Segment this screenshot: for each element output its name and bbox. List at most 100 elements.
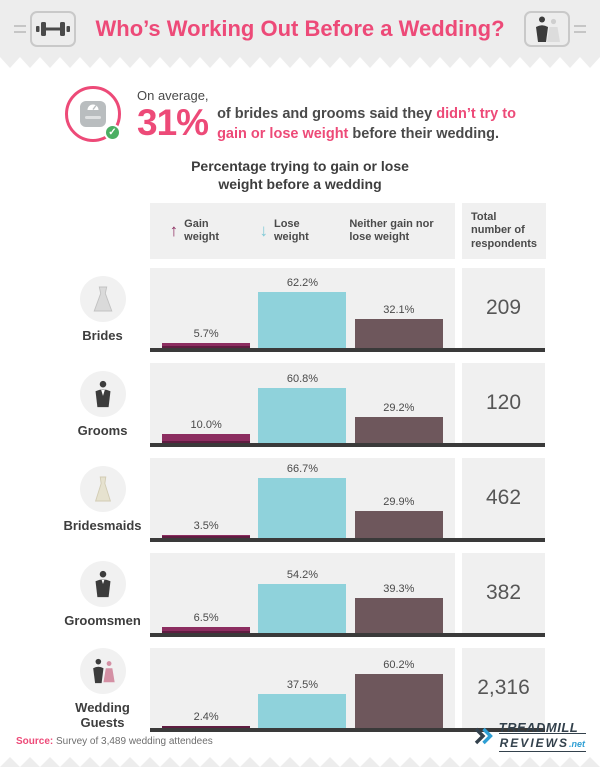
check-icon: ✓ [104, 124, 121, 141]
gain-bar [162, 725, 251, 728]
dumbbell-icon-box [30, 10, 76, 47]
lose-value-label: 60.8% [286, 372, 319, 385]
row-label: Grooms [77, 422, 128, 438]
axis-baseline [150, 347, 545, 352]
lose-bar [258, 291, 347, 348]
stat-seg2: before their wedding. [348, 125, 500, 142]
gain-bar [162, 433, 251, 443]
gain-bar-group: 2.4% [162, 711, 251, 728]
stat-value: 31% [137, 102, 209, 143]
axis-baseline [150, 442, 545, 447]
row-brides-bars: 5.7% 62.2% 32.1% 209 [150, 267, 545, 352]
gain-value-label: 5.7% [193, 327, 219, 340]
bride-dress-icon [93, 286, 112, 312]
chart-table: ↑ Gain weight ↓ Lose weight Neither gain… [55, 203, 546, 732]
zigzag-divider-bottom [0, 757, 600, 767]
neither-bar-group: 29.2% [354, 401, 443, 443]
lose-bar [258, 387, 347, 443]
gain-bar [162, 534, 251, 538]
row-bridesmaids-category: Bridesmaids [55, 458, 150, 542]
source-text: Survey of 3,489 wedding attendees [53, 736, 213, 747]
wedding-guests-icon-circle [79, 648, 126, 695]
chevrons-icon [474, 728, 493, 745]
neither-value-label: 60.2% [383, 658, 415, 671]
row-bridesmaids: Bridesmaids 3.5% 66.7% 29.9% 462 [55, 457, 545, 542]
gain-bar [162, 342, 251, 348]
gain-value-label: 3.5% [193, 519, 219, 532]
lose-value-label: 62.2% [286, 276, 319, 289]
groom-icon-circle [79, 370, 126, 417]
neither-value-label: 32.1% [383, 303, 415, 316]
row-groomsmen-category: Groomsmen [55, 553, 150, 637]
total-respondents: 2,316 [462, 647, 545, 732]
total-respondents: 120 [462, 362, 545, 447]
lose-bar [258, 477, 347, 538]
bride-groom-icon [536, 16, 560, 42]
groomsman-suit-icon [95, 570, 110, 597]
lose-value-label: 66.7% [286, 462, 319, 475]
gain-value-label: 6.5% [193, 611, 219, 624]
page-title: Who’s Working Out Before a Wedding? [95, 15, 505, 41]
bar-panel: 6.5% 54.2% 39.3% [150, 552, 455, 637]
brand-name: TREADMILL REVIEWS.net [498, 720, 586, 752]
axis-baseline [150, 727, 545, 732]
neither-bar-group: 29.9% [354, 495, 443, 538]
neither-bar [354, 597, 443, 633]
bar-panel: 3.5% 66.7% 29.9% [150, 457, 455, 542]
lose-bar [258, 693, 347, 728]
lose-bar [258, 583, 347, 633]
lose-bar-group: 54.2% [258, 568, 347, 633]
row-label: Brides [82, 327, 123, 343]
zigzag-divider-top [0, 57, 600, 68]
lose-value-label: 54.2% [286, 568, 319, 581]
lose-value-label: 37.5% [286, 678, 319, 691]
brand-bottom-line: REVIEWS [499, 735, 569, 750]
neither-bar [354, 673, 443, 728]
lose-bar-group: 62.2% [258, 276, 347, 348]
legend-neither: Neither gain nor lose weight [349, 218, 435, 244]
legend-gain-label: Gain weight [184, 217, 219, 243]
row-groomsmen: Groomsmen 6.5% 54.2% 39.3% 382 [55, 552, 545, 637]
bar-panel: 2.4% 37.5% 60.2% [150, 647, 455, 732]
wedding-guests-icon [92, 659, 115, 684]
bridesmaid-icon-circle [79, 465, 126, 512]
neither-value-label: 29.2% [383, 401, 415, 414]
row-grooms: Grooms 10.0% 60.8% 29.2% 120 [55, 362, 545, 447]
groom-tux-icon [95, 380, 110, 407]
scale-icon-circle: ✓ [65, 86, 121, 142]
bridesmaid-dress-icon [94, 476, 111, 502]
header-banner: Who’s Working Out Before a Wedding? [0, 0, 600, 57]
row-wedding-guests: Wedding Guests 2.4% 37.5% 60.2% 2,316 [55, 647, 545, 732]
gain-bar [162, 626, 251, 633]
source-label: Source: [16, 736, 54, 747]
legend-gain: ↑ Gain weight [170, 218, 229, 244]
lose-bar-group: 37.5% [258, 678, 347, 728]
legend-lose: ↓ Lose weight [259, 218, 318, 244]
summary-callout: ✓ On average, 31% of brides and grooms s… [65, 86, 535, 144]
legend-row: ↑ Gain weight ↓ Lose weight Neither gain… [55, 203, 546, 259]
brand-top-line: TREADMILL [498, 720, 579, 736]
brand-suffix: .net [568, 738, 585, 749]
row-brides-category: Brides [55, 268, 150, 352]
total-respondents: 462 [462, 457, 545, 542]
source-note: Source: Survey of 3,489 wedding attendee… [16, 736, 213, 747]
neither-value-label: 29.9% [383, 495, 415, 508]
neither-bar-group: 39.3% [354, 583, 443, 633]
gain-value-label: 10.0% [190, 418, 222, 431]
row-wedding-guests-category: Wedding Guests [55, 648, 150, 732]
legend-lose-label: Lose weight [273, 217, 309, 243]
row-label: Bridesmaids [63, 517, 142, 533]
legend-neither-label: Neither gain nor lose weight [349, 217, 434, 243]
axis-baseline [150, 537, 545, 542]
row-label: Groomsmen [64, 612, 141, 628]
decorative-lines [14, 24, 26, 33]
legend-panel: ↑ Gain weight ↓ Lose weight Neither gain… [150, 203, 455, 259]
summary-intro: On average, [137, 88, 209, 103]
bar-panel: 5.7% 62.2% 32.1% [150, 267, 455, 352]
gain-bar-group: 6.5% [162, 611, 251, 633]
row-grooms-bars: 10.0% 60.8% 29.2% 120 [150, 362, 545, 447]
row-groomsmen-bars: 6.5% 54.2% 39.3% 382 [150, 552, 545, 637]
bride-groom-icon-box [524, 10, 570, 47]
neither-bar-group: 60.2% [354, 658, 443, 728]
neither-bar [354, 510, 443, 538]
